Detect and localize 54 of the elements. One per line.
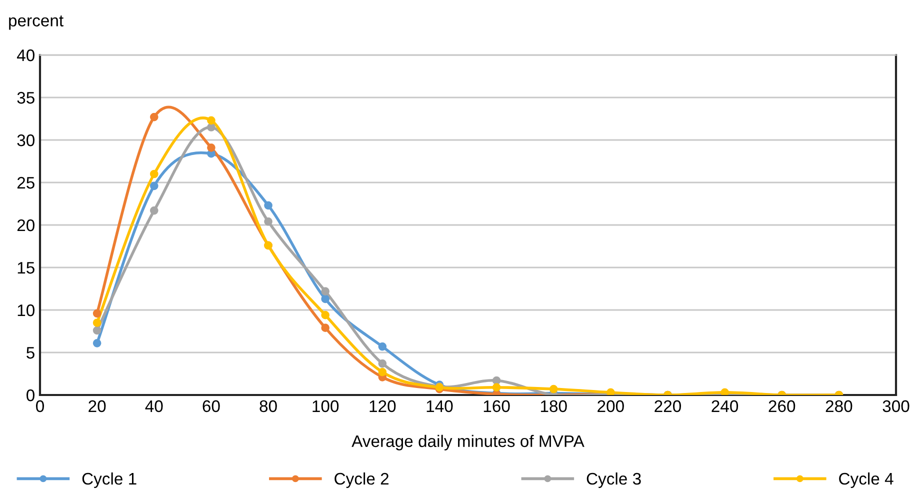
point (150, 170, 158, 178)
point (378, 368, 387, 376)
x-tick-label: 180 (540, 400, 567, 412)
y-tick-label: 25 (17, 176, 34, 189)
y-axis-title: percent (9, 16, 64, 30)
x-tick-label: 0 (36, 400, 44, 412)
x-axis-title: Average daily minutes of MVPA (352, 434, 584, 450)
x-tick-label: 160 (484, 400, 510, 412)
point (207, 143, 216, 152)
point (321, 294, 330, 304)
y-tick-label: 30 (17, 134, 34, 146)
x-tick-label: 120 (370, 400, 396, 412)
x-tick-label: 240 (712, 400, 738, 412)
point (264, 201, 272, 210)
point (92, 338, 102, 348)
point (207, 116, 216, 125)
x-tick-label: 80 (260, 400, 277, 412)
point (264, 217, 272, 226)
point (378, 359, 387, 368)
x-tick-label: 60 (202, 400, 220, 412)
y-tick-label: 40 (16, 49, 34, 62)
x-tick-label: 40 (145, 400, 163, 412)
y-tick-label: 15 (18, 262, 34, 274)
x-tick-label: 260 (768, 400, 796, 412)
point (321, 324, 330, 332)
point (549, 384, 558, 394)
point (92, 326, 102, 335)
point (492, 376, 501, 385)
y-tick-label: 35 (17, 92, 34, 104)
x-tick-label: 140 (426, 400, 453, 412)
y-tick-label: 5 (26, 347, 34, 359)
point (378, 342, 387, 351)
x-tick-label: 20 (88, 400, 106, 412)
x-tick-label: 220 (654, 400, 681, 412)
legend-label: Cycle 4 (839, 472, 894, 488)
y-tick-label: 10 (18, 304, 34, 316)
y-tick-label: 0 (26, 389, 34, 402)
point (150, 112, 158, 122)
point (492, 383, 501, 392)
point (92, 318, 102, 327)
point (321, 287, 330, 296)
y-tick-label: 20 (17, 219, 34, 232)
x-tick-label: 100 (312, 400, 339, 412)
point (207, 123, 216, 132)
point (150, 182, 158, 190)
x-tick-label: 200 (598, 400, 624, 412)
x-tick-label: 300 (882, 400, 910, 412)
legend-label: Cycle 2 (334, 472, 388, 488)
legend-label: Cycle 1 (82, 472, 136, 488)
legend-label: Cycle 3 (586, 472, 641, 488)
point (150, 206, 158, 215)
point (92, 309, 102, 318)
point (321, 310, 330, 320)
x-tick-label: 280 (826, 400, 852, 412)
